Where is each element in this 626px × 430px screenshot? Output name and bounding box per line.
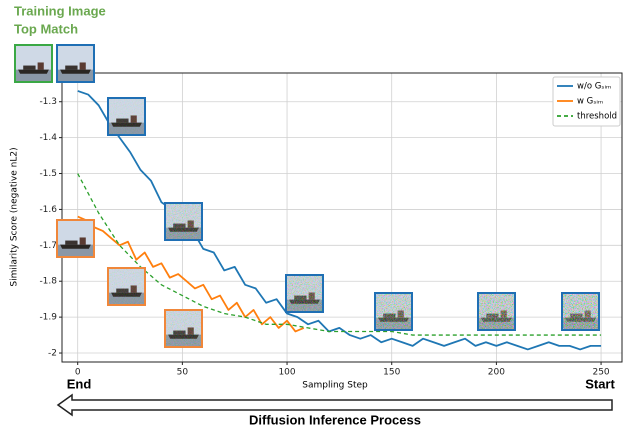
y-tick-label: -2 [48,349,57,359]
x-tick-label: 250 [592,368,609,378]
thumbnail [107,97,146,136]
y-tick-label: -1.3 [39,97,57,107]
thumbnail [56,44,95,83]
start-label: Start [585,376,615,391]
x-tick-label: 200 [488,368,505,378]
caption: Diffusion Inference Process [249,412,421,427]
y-axis-label: Similarity Score (negative nL2) [10,147,20,286]
y-tick-label: -1.6 [39,205,57,215]
header: Training Image [14,3,106,18]
thumbnail [285,274,324,313]
header: Top Match [14,21,78,36]
thumbnail [374,292,413,331]
series-line [77,90,602,351]
legend-box [552,76,621,127]
x-tick-label: 100 [278,368,295,378]
thumbnail [107,267,146,306]
thumbnail [56,219,95,258]
thumbnail [14,44,53,83]
x-tick-label: 0 [75,368,81,378]
y-tick-label: -1.4 [39,133,57,143]
thumbnails [14,44,600,348]
thumbnail [164,202,203,241]
legend-label: w Gₛᵢₘ [577,97,603,107]
plot-area: 0 50 100 150 200 250 -1.3 -1.4 -1.5 -1.6 -1.7 -1.8 -… [39,73,622,378]
plot-frame [61,72,623,363]
x-tick-label: 150 [383,368,400,378]
legend: w/o Gₛᵢₘ w Gₛᵢₘ threshold [552,76,621,127]
y-tick-label: -1.9 [39,313,57,323]
end-label: End [67,376,92,391]
y-tick-label: -1.5 [39,169,57,179]
x-axis-label: Sampling Step [302,381,368,391]
process-arrow [56,393,613,417]
thumbnail [164,309,203,348]
thumbnail [477,292,516,331]
thumbnail [561,292,600,331]
series-line [77,215,305,333]
y-tick-label: -1.7 [39,241,57,251]
y-tick-label: -1.8 [39,277,57,287]
legend-label: w/o Gₛᵢₘ [577,82,611,92]
series-line [77,173,602,336]
legend-label: threshold [577,112,617,122]
x-tick-label: 50 [177,368,189,378]
